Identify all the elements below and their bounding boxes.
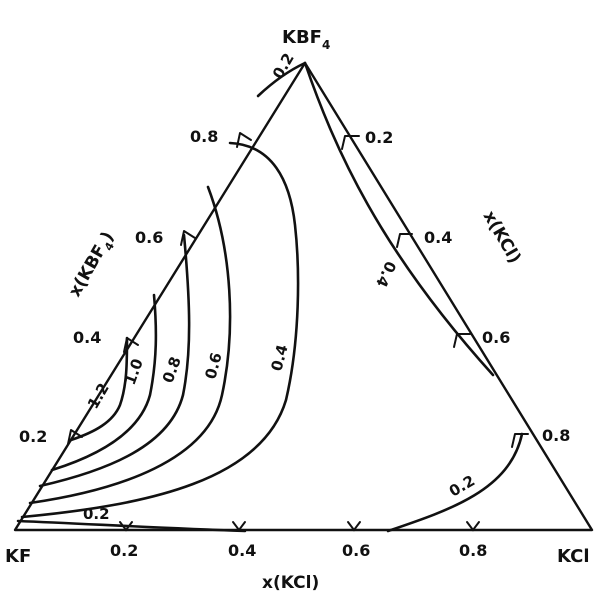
tick-label-bottom-0.2: 0.2 [110,541,138,560]
tick-left-0.6 [180,230,196,246]
isoline-label-0.6: 0.6 [201,351,225,381]
isolines [16,61,524,533]
isoline-0.8 [38,233,191,488]
tick-label-bottom-0.6: 0.6 [342,541,370,560]
tick-bottom-0.6 [347,521,361,532]
tick-right-0.4 [396,233,413,248]
tick-label-bottom-0.4: 0.4 [228,541,256,560]
tick-label-left-0.4: 0.4 [73,328,101,347]
tick-label-right-0.2: 0.2 [365,128,393,147]
isoline-label-0.2-top: 0.2 [269,50,298,82]
isoline-label-1.0: 1.0 [121,356,147,387]
tick-label-left-0.2: 0.2 [19,427,47,446]
bottom-ticks [119,521,480,532]
axis-label-bottom: x(KCl) [262,573,319,593]
isoline-0.6 [28,185,232,505]
tick-right-0.2 [341,135,360,150]
isoline-0.4-right [303,61,495,377]
isoline-0.2-bottom [16,519,247,533]
tick-label-right-0.4: 0.4 [424,228,452,247]
corner-label-top: KBF4 [282,27,330,52]
isoline-labels: 1.2 1.0 0.8 0.6 0.4 0.2 0.2 0.2 0.4 [83,50,478,523]
axis-label-right: x(KCl) [479,208,525,268]
isoline-label-0.4: 0.4 [267,343,291,373]
tick-label-bottom-0.8: 0.8 [459,541,487,560]
isoline-label-0.2-bottom: 0.2 [83,505,110,523]
tick-label-right-0.6: 0.6 [482,328,510,347]
axis-label-left: x(KBF4) [65,228,121,302]
isoline-1.2 [69,336,129,442]
right-tick-labels: 0.2 0.4 0.6 0.8 [365,128,570,445]
isoline-0.2-right [386,432,524,533]
corner-label-right: KCl [557,546,590,567]
left-ticks [67,132,252,445]
isoline-label-0.8: 0.8 [159,354,185,385]
tick-bottom-0.8 [466,521,480,532]
right-ticks [341,135,529,448]
isoline-1.0 [50,293,158,472]
isoline-label-1.2: 1.2 [84,380,113,412]
triangle-frame [13,61,594,532]
isoline-0.4 [20,141,300,519]
corner-label-left: KF [5,546,31,567]
bottom-tick-labels: 0.2 0.4 0.6 0.8 [110,541,487,560]
isoline-label-0.4-right: 0.4 [372,258,400,290]
tick-label-left-0.6: 0.6 [135,228,163,247]
isoline-0.2-top [256,61,307,98]
tick-label-left-0.8: 0.8 [190,127,218,146]
left-tick-labels: 0.2 0.4 0.6 0.8 [19,127,218,446]
tick-label-right-0.8: 0.8 [542,426,570,445]
